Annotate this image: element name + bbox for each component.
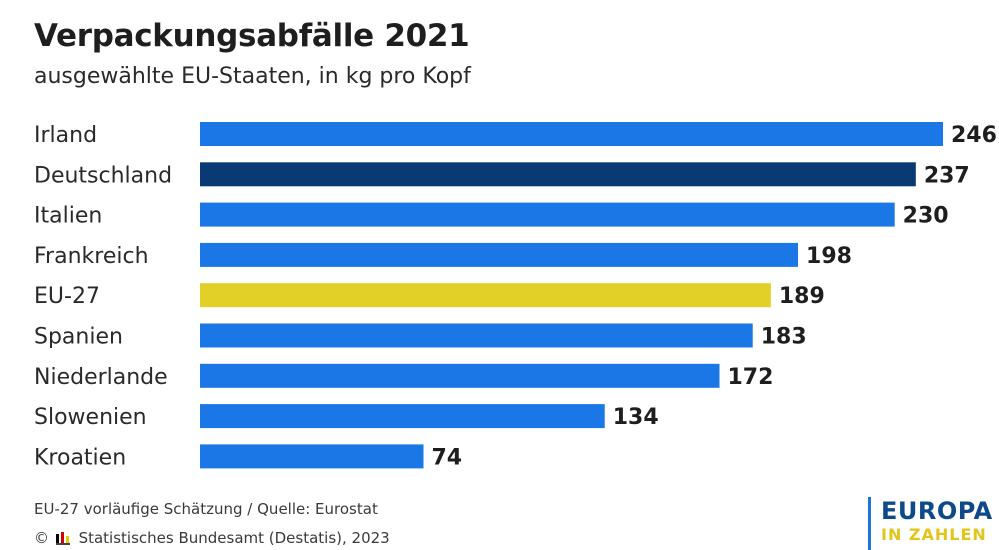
chart-title: Verpackungsabfälle 2021 [34, 18, 470, 54]
bar-kroatien [200, 444, 424, 469]
destatis-logo-icon [55, 532, 70, 545]
value-label: 198 [806, 244, 852, 269]
brand-line-2: IN ZAHLEN [881, 525, 987, 544]
bar-irland [200, 122, 943, 146]
source-note: EU-27 vorläufige Schätzung / Quelle: Eur… [34, 500, 378, 518]
category-label: Spanien [34, 325, 123, 350]
value-label: 172 [727, 365, 773, 390]
category-label: Kroatien [34, 445, 126, 470]
value-label: 134 [613, 405, 659, 430]
brand-line-1: EUROPA [881, 497, 993, 525]
bar-chart: Irland 246 Deutschland 237 Italien 230 Frankre… [34, 122, 997, 470]
bar-eu-27 [200, 283, 771, 308]
value-label: 74 [432, 445, 463, 470]
copyright-symbol: © [34, 529, 49, 547]
category-label: Italien [34, 204, 102, 229]
category-label: EU-27 [34, 284, 100, 309]
chart-subtitle: ausgewählte EU-Staaten, in kg pro Kopf [34, 64, 471, 89]
value-label: 246 [951, 123, 997, 148]
value-label: 237 [924, 163, 970, 188]
category-label: Frankreich [34, 244, 149, 269]
category-label: Deutschland [34, 163, 172, 188]
bar-niederlande [200, 363, 720, 388]
category-label: Irland [34, 123, 97, 148]
bar-italien [200, 202, 895, 227]
value-label: 230 [903, 204, 949, 229]
bar-deutschland [200, 162, 916, 187]
value-label: 183 [761, 325, 807, 350]
bar-spanien [200, 323, 753, 348]
bar-slowenien [200, 404, 605, 429]
category-label: Niederlande [34, 365, 168, 390]
category-label: Slowenien [34, 405, 147, 430]
copyright-line: © Statistisches Bundesamt (Destatis), 20… [34, 529, 390, 547]
value-label: 189 [779, 284, 825, 309]
copyright-text: Statistisches Bundesamt (Destatis), 2023 [78, 529, 390, 547]
europa-in-zahlen-logo: EUROPA IN ZAHLEN [868, 497, 999, 550]
bar-frankreich [200, 242, 799, 267]
